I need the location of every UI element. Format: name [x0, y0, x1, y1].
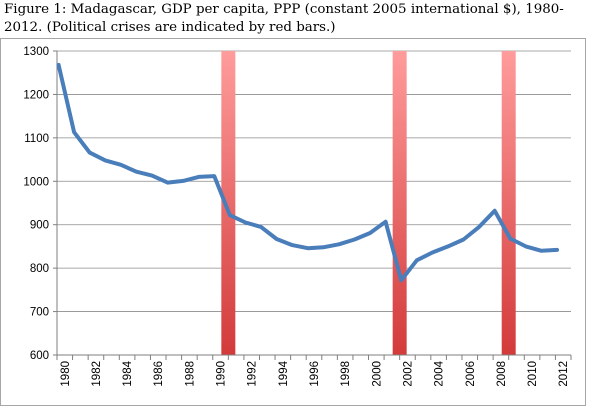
x-tick-label: 2000 — [371, 361, 383, 387]
y-tick-label: 1100 — [24, 133, 49, 145]
x-tick-label: 1982 — [91, 361, 103, 387]
figure-caption: Figure 1: Madagascar, GDP per capita, PP… — [4, 1, 584, 36]
y-tick-label: 1000 — [23, 176, 49, 188]
chart-area: 600 700 800 900 1000 1100 1200 1300 1980 1982 1984… — [0, 38, 586, 406]
y-tick-label: 600 — [30, 350, 49, 362]
x-tick-label: 1990 — [216, 361, 228, 387]
x-tick-label: 1994 — [278, 360, 290, 386]
x-tick-label: 2010 — [527, 361, 539, 387]
crisis-bar-2009 — [501, 51, 516, 355]
gdp-line-chart: 600 700 800 900 1000 1100 1200 1300 1980 1982 1984… — [23, 46, 572, 387]
caption-line-1: Figure 1: Madagascar, GDP per capita, PP… — [4, 2, 564, 17]
caption-line-2: 2012. (Political crises are indicated by… — [4, 19, 336, 35]
x-tick-label: 1996 — [309, 361, 321, 387]
x-tick-label: 1988 — [184, 361, 196, 387]
y-tick-label: 800 — [30, 263, 49, 275]
gdp-series-line — [56, 62, 559, 283]
x-tick-label: 2008 — [496, 361, 508, 387]
y-tick-label: 900 — [30, 220, 49, 232]
x-tick-label: 2002 — [402, 361, 414, 387]
x-tick-label: 1998 — [340, 361, 352, 387]
x-tick-label: 1980 — [60, 361, 72, 387]
crisis-bar-1991 — [221, 51, 236, 355]
x-tick-label: 2004 — [434, 360, 446, 386]
x-tick-label: 1992 — [247, 361, 259, 387]
x-tick-label: 2006 — [465, 361, 477, 387]
x-tick-label: 1986 — [153, 361, 165, 387]
x-tick-label: 1984 — [122, 360, 134, 386]
y-tick-label: 1300 — [23, 46, 49, 58]
y-tick-label: 1200 — [23, 89, 49, 101]
crisis-bar-2002 — [392, 51, 407, 355]
y-tick-label: 700 — [30, 307, 49, 319]
x-tick-label: 2012 — [558, 361, 570, 387]
